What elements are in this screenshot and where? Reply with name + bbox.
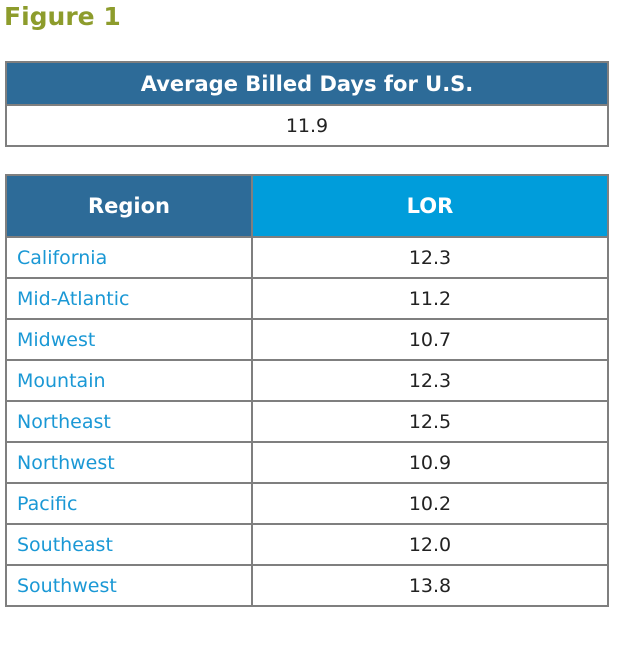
lor-value-cell: 12.3: [251, 236, 609, 279]
region-cell: Pacific: [5, 482, 253, 525]
lor-value-cell: 10.9: [251, 441, 609, 484]
figure-title: Figure 1: [4, 2, 121, 31]
region-cell: Northeast: [5, 400, 253, 443]
region-cell: Southeast: [5, 523, 253, 566]
table-row: Northeast 12.5: [5, 400, 609, 443]
table-row: California 12.3: [5, 236, 609, 279]
lor-column-header: LOR: [251, 174, 609, 238]
lor-value-cell: 13.8: [251, 564, 609, 607]
lor-value-cell: 12.5: [251, 400, 609, 443]
table-row: Mountain 12.3: [5, 359, 609, 402]
region-cell: Midwest: [5, 318, 253, 361]
table-row: Northwest 10.9: [5, 441, 609, 484]
table-row: Mid-Atlantic 11.2: [5, 277, 609, 320]
us-average-table: Average Billed Days for U.S. 11.9: [5, 61, 609, 147]
region-cell: Northwest: [5, 441, 253, 484]
table-row: Southwest 13.8: [5, 564, 609, 607]
lor-value-cell: 10.7: [251, 318, 609, 361]
table-row: Midwest 10.7: [5, 318, 609, 361]
region-cell: Mid-Atlantic: [5, 277, 253, 320]
us-average-value: 11.9: [5, 104, 609, 147]
region-cell: Mountain: [5, 359, 253, 402]
region-lor-table: Region LOR California 12.3 Mid-Atlantic 11.…: [5, 174, 609, 607]
region-cell: California: [5, 236, 253, 279]
region-cell: Southwest: [5, 564, 253, 607]
lor-value-cell: 12.3: [251, 359, 609, 402]
table-row: Pacific 10.2: [5, 482, 609, 525]
table-row: Southeast 12.0: [5, 523, 609, 566]
lor-value-cell: 10.2: [251, 482, 609, 525]
lor-value-cell: 11.2: [251, 277, 609, 320]
region-column-header: Region: [5, 174, 253, 238]
us-average-header: Average Billed Days for U.S.: [5, 61, 609, 106]
lor-value-cell: 12.0: [251, 523, 609, 566]
